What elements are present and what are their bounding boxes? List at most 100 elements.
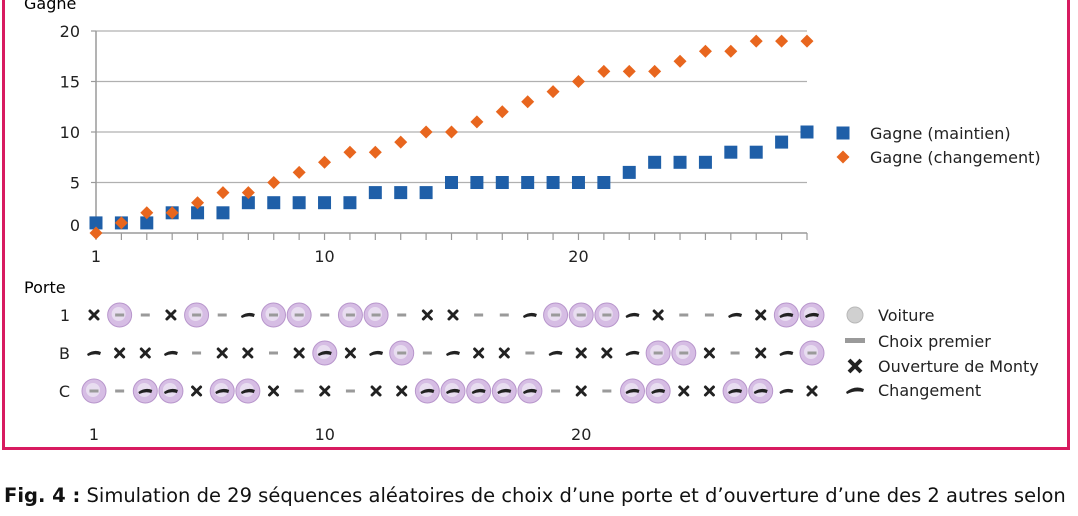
choice-mark (192, 351, 202, 355)
change-arrow (728, 312, 743, 318)
point-maintien (749, 145, 763, 159)
door-legend: Voiture Choix premier Ouverture de Monty Ch… (845, 306, 1039, 400)
monty-cross (755, 347, 767, 359)
change-arrow (651, 388, 666, 394)
door-cell (601, 347, 613, 359)
monty-cross (421, 309, 433, 321)
change-arrow (420, 388, 435, 394)
monty-cross (88, 309, 100, 321)
series-maintien (89, 125, 814, 230)
choice-mark (679, 351, 689, 355)
point-maintien (445, 176, 458, 189)
change-arrow (240, 312, 255, 318)
door-cell (704, 313, 714, 317)
door-cell (447, 309, 459, 321)
door-cell (645, 340, 671, 366)
point-changement (343, 145, 357, 159)
monty-cross (703, 385, 715, 397)
door-legend-label: Choix premier (878, 332, 991, 351)
door-row-labels: 1 BC (59, 306, 70, 401)
point-changement (622, 64, 636, 78)
door-cell (294, 389, 304, 393)
point-changement (749, 34, 763, 48)
door-cell (216, 347, 228, 359)
point-maintien (140, 216, 154, 230)
choice-mark (397, 313, 407, 317)
door-x-tick-label: 10 (315, 425, 335, 444)
point-maintien (622, 165, 636, 179)
monty-cross (575, 385, 587, 397)
point-maintien (775, 135, 789, 149)
monty-cross (601, 347, 613, 359)
choice-mark (320, 313, 330, 317)
point-changement (673, 54, 687, 68)
caption-text: Simulation de 29 séquences aléatoires de… (80, 484, 1066, 507)
door-cell (389, 340, 415, 366)
point-maintien (89, 216, 103, 230)
monty-cross (114, 347, 126, 359)
point-changement (267, 176, 281, 189)
door-cell (730, 351, 740, 355)
choice-mark (294, 389, 304, 393)
choice-mark (397, 351, 407, 355)
monty-cross (191, 385, 203, 397)
legend-marker (836, 126, 850, 140)
point-maintien (241, 196, 255, 210)
choice-mark (140, 313, 150, 317)
door-cell (773, 302, 799, 328)
door-cell (422, 351, 432, 355)
choice-mark (704, 313, 714, 317)
change-arrow (548, 350, 563, 356)
series-changement (89, 34, 814, 240)
door-cell (568, 302, 594, 328)
y-tick-label: 0 (70, 216, 80, 235)
door-cell (703, 347, 715, 359)
point-maintien (470, 176, 484, 189)
point-maintien (521, 176, 535, 189)
x-tick-label: 1 (91, 247, 101, 266)
point-changement (368, 145, 382, 159)
change-arrow (753, 388, 768, 394)
row-label: 1 (60, 306, 70, 325)
legend-icon (847, 358, 863, 374)
point-changement (241, 186, 255, 200)
door-cell (551, 389, 561, 393)
door-cell (396, 385, 408, 397)
legend-cross-icon (847, 358, 863, 374)
point-changement (470, 115, 484, 129)
point-maintien (800, 125, 814, 139)
point-changement (445, 125, 458, 139)
point-maintien (191, 206, 205, 220)
door-cell (87, 350, 101, 356)
point-maintien (267, 196, 281, 210)
door-cell (163, 350, 178, 356)
change-arrow (240, 388, 255, 394)
point-maintien (673, 155, 687, 169)
door-legend-label: Ouverture de Monty (878, 357, 1039, 376)
door-cells (81, 302, 825, 404)
point-changement (140, 206, 154, 220)
door-cell (158, 378, 184, 404)
monty-cross (678, 385, 690, 397)
monty-cross (319, 385, 331, 397)
point-changement (114, 216, 128, 230)
monty-cross (370, 385, 382, 397)
point-maintien (648, 155, 662, 169)
monty-cross (806, 385, 818, 397)
monty-cross (396, 385, 408, 397)
door-legend-label: Changement (878, 381, 981, 400)
door-cell (337, 302, 363, 328)
point-changement (698, 44, 712, 58)
monty-cross (344, 347, 356, 359)
point-changement (191, 196, 205, 210)
door-cell (755, 309, 767, 321)
monty-cross (216, 347, 228, 359)
door-legend-label: Voiture (878, 306, 934, 325)
door-cell (397, 313, 407, 317)
choice-mark (115, 389, 125, 393)
door-cell (414, 378, 440, 404)
monty-cross (703, 347, 715, 359)
choice-mark (602, 389, 612, 393)
change-arrow (163, 388, 178, 394)
